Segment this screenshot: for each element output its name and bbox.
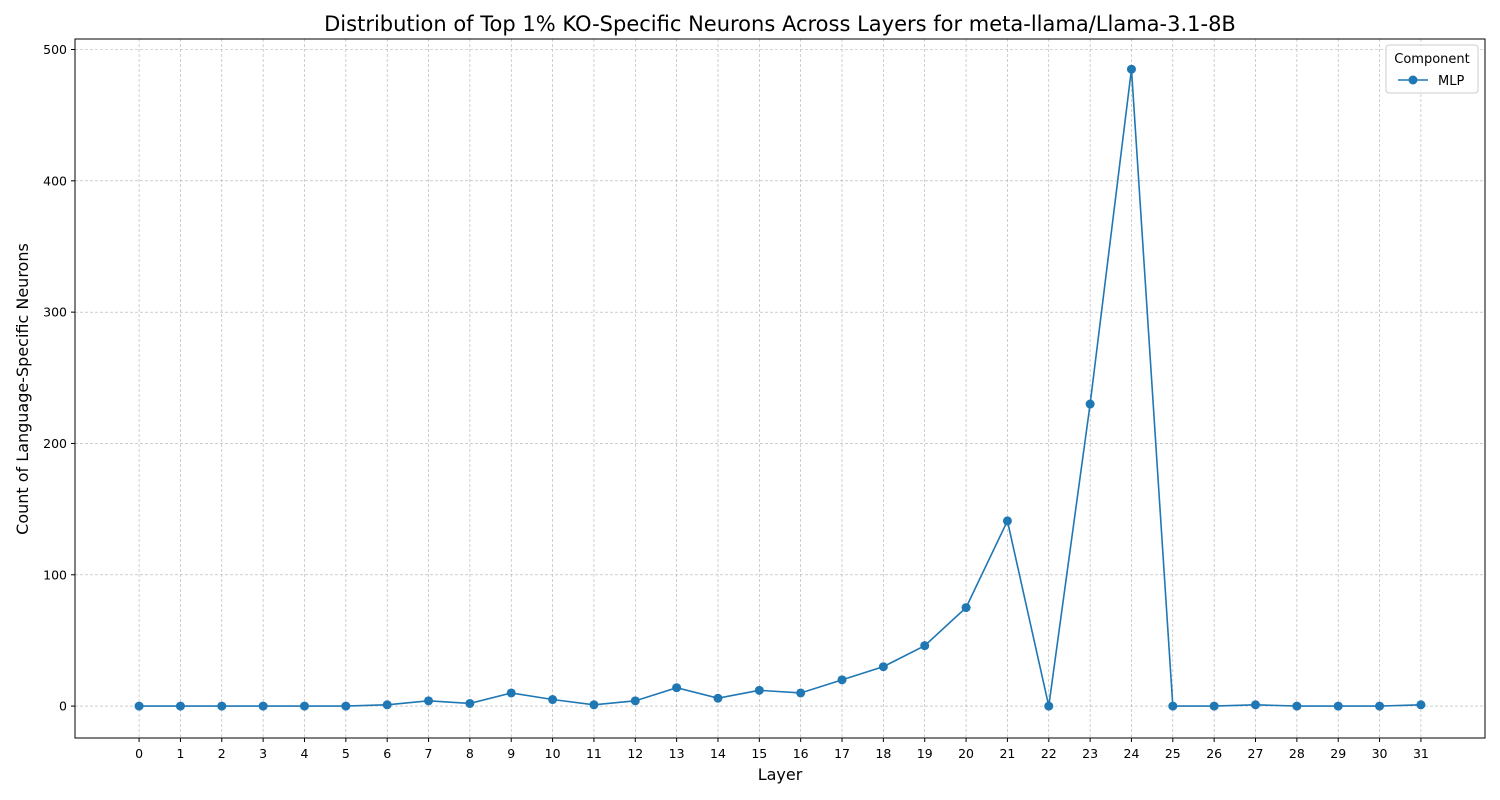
- y-tick-label: 300: [43, 305, 67, 320]
- x-tick-label: 29: [1330, 746, 1346, 761]
- x-tick-label: 27: [1248, 746, 1264, 761]
- data-point: [424, 696, 434, 706]
- x-tick-label: 21: [999, 746, 1015, 761]
- x-tick-label: 9: [507, 746, 515, 761]
- data-point: [382, 700, 392, 710]
- x-tick-label: 3: [259, 746, 267, 761]
- x-tick-label: 18: [875, 746, 891, 761]
- x-tick-label: 23: [1082, 746, 1098, 761]
- data-point: [920, 641, 930, 651]
- data-point: [1251, 700, 1261, 710]
- x-tick-label: 1: [176, 746, 184, 761]
- x-tick-label: 20: [958, 746, 974, 761]
- series-mlp: [134, 64, 1426, 711]
- x-tick-label: 10: [545, 746, 561, 761]
- data-point: [1209, 701, 1219, 711]
- data-point: [175, 701, 185, 711]
- data-point: [589, 700, 599, 710]
- y-tick-label: 500: [43, 42, 67, 57]
- x-tick-label: 12: [627, 746, 643, 761]
- data-point: [217, 701, 227, 711]
- x-tick-label: 8: [466, 746, 474, 761]
- x-tick-label: 31: [1413, 746, 1429, 761]
- chart-title: Distribution of Top 1% KO-Specific Neuro…: [324, 12, 1236, 36]
- x-tick-label: 5: [342, 746, 350, 761]
- data-point: [258, 701, 268, 711]
- y-tick-label: 400: [43, 173, 67, 188]
- series-line-mlp: [139, 69, 1421, 707]
- x-tick-label: 2: [218, 746, 226, 761]
- legend-marker-mlp: [1408, 75, 1418, 85]
- x-tick-label: 17: [834, 746, 850, 761]
- data-point: [630, 696, 640, 706]
- x-axis: 0 1 2 3 4 5 6 7 8 9 10 11 12 13 14 15 16 17 18 19 20 21 22 23 24…: [135, 738, 1429, 761]
- x-tick-label: 15: [751, 746, 767, 761]
- legend-label-mlp: MLP: [1438, 74, 1464, 89]
- data-point: [713, 693, 723, 703]
- x-tick-label: 7: [425, 746, 433, 761]
- data-point: [134, 701, 144, 711]
- data-point: [506, 688, 516, 698]
- y-tick-label: 100: [43, 567, 67, 582]
- x-tick-label: 11: [586, 746, 602, 761]
- data-point: [672, 683, 682, 693]
- x-tick-label: 0: [135, 746, 143, 761]
- x-tick-label: 30: [1372, 746, 1388, 761]
- data-point: [465, 698, 475, 708]
- data-point: [341, 701, 351, 711]
- legend-title: Component: [1394, 52, 1469, 67]
- y-axis: 0 100 200 300 400 500: [43, 42, 75, 714]
- data-point: [1375, 701, 1385, 711]
- x-tick-label: 6: [383, 746, 391, 761]
- data-point: [1002, 516, 1012, 526]
- data-point: [548, 695, 558, 705]
- plot-area: [74, 38, 1486, 739]
- data-point: [878, 662, 888, 672]
- data-point: [754, 685, 764, 695]
- x-tick-label: 25: [1165, 746, 1181, 761]
- data-point: [1168, 701, 1178, 711]
- x-tick-label: 22: [1041, 746, 1057, 761]
- x-axis-label: Layer: [758, 765, 803, 784]
- data-point: [837, 675, 847, 685]
- data-point: [1126, 64, 1136, 74]
- x-tick-label: 4: [301, 746, 309, 761]
- y-axis-label: Count of Language-Specific Neurons: [13, 243, 32, 535]
- x-tick-label: 16: [793, 746, 809, 761]
- y-tick-label: 200: [43, 436, 67, 451]
- x-tick-label: 14: [710, 746, 726, 761]
- y-tick-label: 0: [59, 699, 67, 714]
- data-point: [961, 603, 971, 613]
- data-point: [1333, 701, 1343, 711]
- legend: Component MLP: [1385, 44, 1479, 94]
- x-tick-label: 19: [917, 746, 933, 761]
- grid-lines: [75, 39, 1485, 738]
- x-tick-label: 13: [669, 746, 685, 761]
- data-point: [1292, 701, 1302, 711]
- data-point: [796, 688, 806, 698]
- data-point: [1416, 700, 1426, 710]
- x-tick-label: 28: [1289, 746, 1305, 761]
- data-point: [1085, 399, 1095, 409]
- data-point: [299, 701, 309, 711]
- data-point: [1044, 701, 1054, 711]
- x-tick-label: 26: [1206, 746, 1222, 761]
- x-tick-label: 24: [1124, 746, 1140, 761]
